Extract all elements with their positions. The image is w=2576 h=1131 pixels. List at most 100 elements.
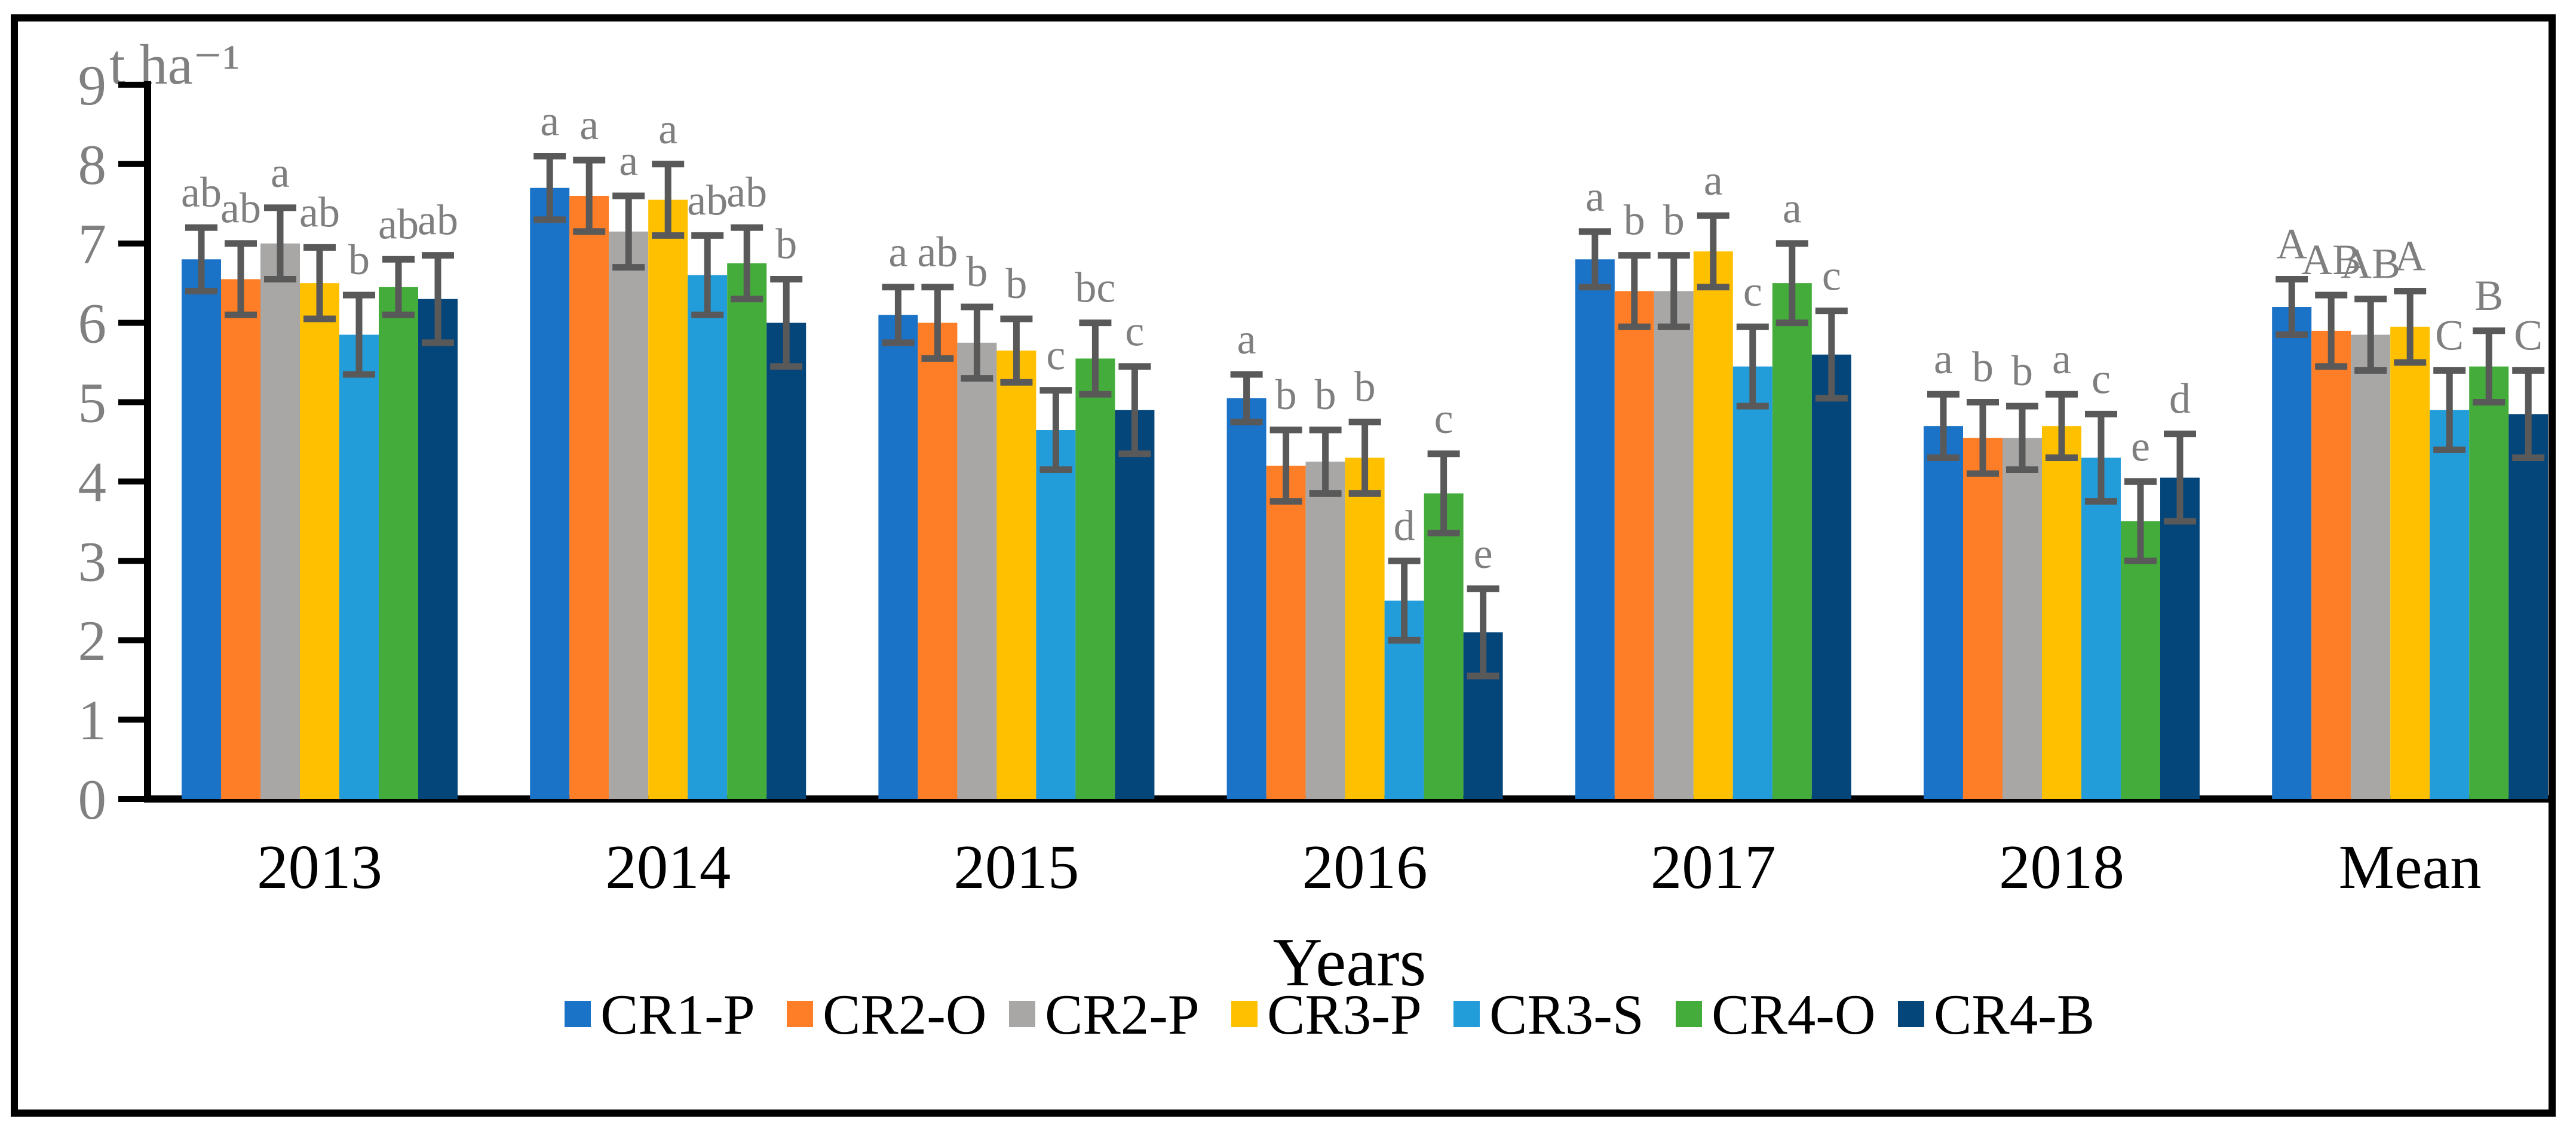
significance-letter: c [1125, 308, 1144, 355]
bar-group-2018: a b b a ced [1924, 335, 2200, 799]
x-axis-category-label: 2014 [605, 832, 731, 902]
legend-label: CR4-O [1712, 983, 1875, 1046]
significance-letter: b [775, 220, 797, 268]
bar-CR4-B-2017 [1811, 354, 1851, 799]
bar-CR2-P-Mean [2351, 334, 2391, 799]
significance-letter: C [2435, 311, 2464, 359]
bar-CR2-P-2018 [2002, 438, 2042, 799]
significance-letter: c [1743, 268, 1762, 315]
bar-CR2-O-2016 [1266, 465, 1306, 799]
legend-swatch-CR4-O [1676, 1001, 1702, 1027]
bar-CR3-P-2017 [1693, 251, 1733, 799]
significance-letter: ab [726, 168, 767, 216]
x-axis-category-label: 2015 [953, 832, 1079, 902]
bar-CR1-P-2015 [878, 315, 918, 799]
bar-CR2-O-2015 [918, 322, 958, 799]
bar-CR4-O-Mean [2469, 366, 2509, 799]
significance-letter: B [2474, 272, 2503, 319]
significance-letter: a [1704, 156, 1723, 204]
bar-CR3-P-Mean [2390, 327, 2430, 799]
significance-letter: b [1005, 260, 1027, 308]
bar-CR1-P-2016 [1226, 398, 1266, 799]
bar-CR3-P-2014 [648, 199, 688, 800]
bar-CR4-B-2013 [418, 299, 458, 800]
legend: CR1-P CR2-O CR2-P CR3-P CR3-S CR4-O CR4-B [565, 983, 2094, 1046]
significance-letter: a [271, 149, 290, 196]
x-axis-category-label: 2016 [1302, 832, 1428, 902]
significance-letter: AB [2341, 240, 2400, 288]
significance-letter: ab [418, 196, 458, 244]
significance-letter: d [2169, 375, 2191, 423]
bar-CR3-S-2014 [688, 275, 728, 799]
y-axis-tick-label: 2 [78, 609, 107, 672]
bar-CR3-S-Mean [2430, 410, 2470, 799]
legend-label: CR4-B [1934, 983, 2094, 1046]
bar-CR4-B-2014 [766, 322, 806, 799]
legend-swatch-CR3-P [1231, 1001, 1258, 1027]
y-axis-tick-label: 0 [78, 768, 107, 831]
bar-CR1-P-2018 [1924, 426, 1963, 799]
bar-CR1-P-2014 [530, 188, 570, 799]
significance-letter: c [1046, 331, 1065, 379]
figure-border [11, 14, 2556, 1117]
legend-label: CR1-P [600, 983, 755, 1046]
x-axis-category-label: 2013 [257, 832, 382, 902]
legend-swatch-CR4-B [1898, 1001, 1924, 1027]
bar-CR3-P-2016 [1345, 457, 1385, 799]
significance-letter: a [2052, 335, 2071, 383]
significance-letter: c [1822, 252, 1841, 300]
significance-letter: b [2011, 347, 2033, 395]
significance-letter: C [2514, 311, 2543, 359]
significance-letter: a [1934, 335, 1953, 383]
significance-letter: AB [2301, 236, 2361, 284]
significance-letter: b [1315, 371, 1336, 419]
bar-CR4-O-2014 [727, 263, 767, 799]
legend-swatch-CR2-O [787, 1001, 813, 1027]
y-axis-tick-label: 3 [78, 530, 107, 593]
x-axis-category-label: 2017 [1651, 832, 1776, 902]
legend-label: CR2-O [823, 983, 986, 1046]
legend-label: CR3-P [1267, 983, 1422, 1046]
significance-letter: a [1586, 173, 1605, 220]
bar-CR2-O-2018 [1963, 438, 2002, 799]
bar-CR2-O-2017 [1614, 291, 1654, 799]
significance-letter: ab [687, 176, 728, 224]
bar-CR4-B-Mean [2508, 414, 2549, 799]
significance-letter: a [888, 228, 907, 276]
bar-CR1-P-2013 [182, 259, 221, 799]
bar-CR1-P-2017 [1575, 259, 1615, 799]
significance-letter: ab [299, 188, 340, 236]
legend-label: CR2-P [1045, 983, 1200, 1046]
bar-CR4-O-2016 [1424, 493, 1464, 799]
bar-CR3-S-2015 [1036, 430, 1076, 799]
y-axis-tick-label: 7 [78, 213, 107, 276]
bar-CR3-S-2018 [2081, 457, 2121, 799]
bar-CR2-P-2014 [609, 231, 649, 799]
x-axis-category-label: Mean [2339, 832, 2482, 902]
bar-CR2-P-2016 [1305, 462, 1345, 799]
bar-CR3-P-2015 [996, 351, 1036, 799]
significance-letter: a [658, 105, 677, 153]
significance-letter: bc [1075, 264, 1115, 312]
significance-letter: b [966, 248, 988, 296]
significance-letter: e [2131, 422, 2150, 470]
significance-letter: ab [181, 168, 222, 216]
y-axis-tick-label: 1 [78, 689, 107, 752]
significance-letter: ab [378, 200, 419, 248]
bar-CR2-P-2017 [1654, 291, 1694, 799]
y-axis-tick-label: 6 [78, 292, 107, 355]
x-axis-category-label: 2018 [1999, 832, 2124, 902]
significance-letter: b [1663, 196, 1685, 244]
bar-CR3-P-2013 [300, 283, 339, 799]
y-axis-tick-label: 5 [78, 371, 107, 435]
significance-letter: ab [220, 185, 261, 232]
significance-letter: e [1474, 530, 1493, 577]
